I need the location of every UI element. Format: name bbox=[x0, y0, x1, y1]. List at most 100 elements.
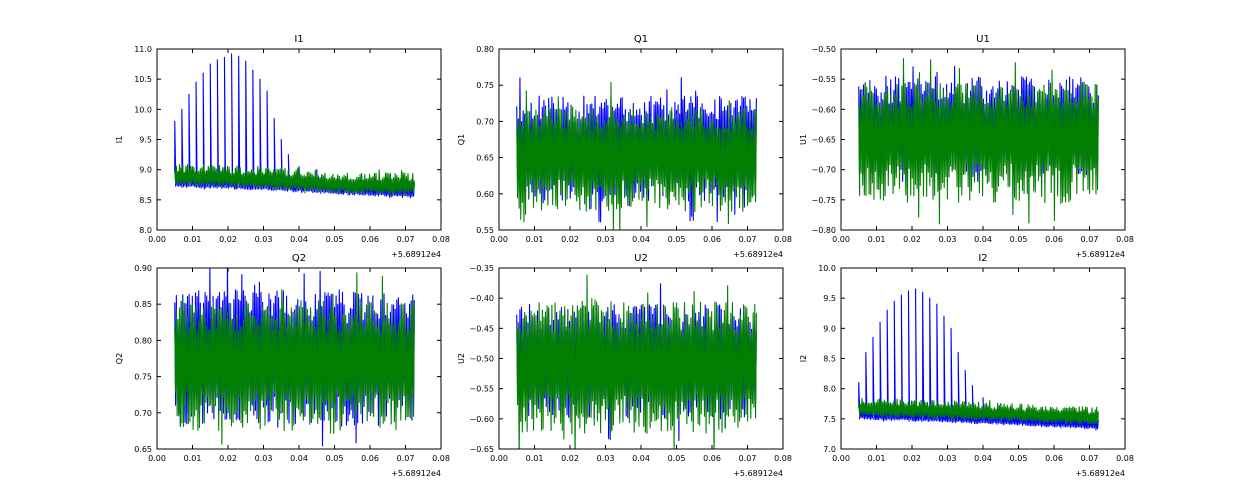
x-tick-label: 0.05 bbox=[668, 454, 686, 463]
x-tick-label: 0.00 bbox=[148, 454, 166, 463]
x-tick-label: 0.05 bbox=[1010, 454, 1028, 463]
x-tick-label: 0.03 bbox=[939, 454, 957, 463]
y-tick-label: 9.5 bbox=[139, 136, 152, 145]
series-line-green bbox=[516, 81, 757, 230]
x-tick-label: 0.07 bbox=[397, 235, 415, 244]
subplot-grid: I1 I1 0.00 0.01 0.02 0.03 0.04 0.05 0.06 0.07 0.08… bbox=[115, 34, 1134, 478]
y-tick-label: −0.80 bbox=[811, 226, 836, 235]
y-tick-label: 7.0 bbox=[823, 445, 836, 454]
y-tick-label: −0.50 bbox=[811, 45, 836, 54]
x-tick-label: 0.08 bbox=[432, 235, 450, 244]
y-tick-label: 8.5 bbox=[139, 196, 152, 205]
panel-title: Q2 bbox=[292, 253, 306, 264]
x-tick-label: 0.04 bbox=[632, 235, 650, 244]
x-offset-label: +5.68912e4 bbox=[1075, 250, 1125, 259]
subplot-U2: U2 U2 0.00 0.01 0.02 0.03 0.04 0.05 0.06 0.07 0.08… bbox=[457, 253, 792, 478]
x-tick-label: 0.02 bbox=[219, 235, 237, 244]
x-tick-label: 0.00 bbox=[832, 235, 850, 244]
y-axis-label: Q1 bbox=[457, 134, 466, 145]
y-tick-label: 0.75 bbox=[476, 81, 494, 90]
y-axis-label: I2 bbox=[799, 355, 808, 362]
y-tick-label: −0.55 bbox=[469, 385, 494, 394]
y-tick-label: 8.0 bbox=[139, 226, 152, 235]
y-tick-label: 0.65 bbox=[134, 445, 152, 454]
subplot-Q2: Q2 Q2 0.00 0.01 0.02 0.03 0.04 0.05 0.06 0.07 0.08… bbox=[115, 253, 450, 478]
x-tick-label: 0.03 bbox=[597, 454, 615, 463]
series-line-blue bbox=[516, 77, 757, 223]
series-group bbox=[174, 268, 415, 447]
series-group bbox=[858, 58, 1099, 225]
y-tick-label: 8.5 bbox=[823, 355, 836, 364]
y-tick-label: 10.0 bbox=[134, 105, 152, 114]
x-tick-label: 0.01 bbox=[526, 454, 544, 463]
series-line-green bbox=[858, 397, 1099, 425]
y-tick-label: 0.60 bbox=[476, 190, 494, 199]
x-tick-label: 0.00 bbox=[832, 454, 850, 463]
y-tick-label: 0.70 bbox=[134, 409, 152, 418]
y-tick-label: −0.75 bbox=[811, 196, 836, 205]
series-line-green bbox=[174, 272, 415, 445]
y-tick-label: 10.5 bbox=[134, 75, 152, 84]
x-tick-label: 0.07 bbox=[397, 454, 415, 463]
series-line-green bbox=[516, 274, 757, 449]
x-tick-label: 0.01 bbox=[184, 235, 202, 244]
x-tick-label: 0.07 bbox=[739, 454, 757, 463]
x-tick-label: 0.00 bbox=[148, 235, 166, 244]
x-tick-label: 0.01 bbox=[868, 235, 886, 244]
x-tick-label: 0.07 bbox=[739, 235, 757, 244]
y-tick-label: −0.40 bbox=[469, 294, 494, 303]
y-tick-label: −0.45 bbox=[469, 324, 494, 333]
x-tick-label: 0.08 bbox=[774, 454, 792, 463]
x-tick-label: 0.03 bbox=[255, 454, 273, 463]
y-axis-label: U2 bbox=[457, 353, 466, 364]
x-tick-label: 0.04 bbox=[974, 235, 992, 244]
x-tick-label: 0.08 bbox=[1116, 454, 1134, 463]
y-tick-label: 0.65 bbox=[476, 154, 494, 163]
y-tick-label: 0.85 bbox=[134, 300, 152, 309]
y-tick-label: −0.35 bbox=[469, 264, 494, 273]
x-tick-label: 0.05 bbox=[668, 235, 686, 244]
x-tick-label: 0.06 bbox=[1045, 454, 1063, 463]
x-offset-label: +5.68912e4 bbox=[733, 469, 783, 478]
x-tick-label: 0.02 bbox=[903, 454, 921, 463]
x-tick-label: 0.04 bbox=[974, 454, 992, 463]
subplot-U1: U1 U1 0.00 0.01 0.02 0.03 0.04 0.05 0.06 0.07 0.08… bbox=[799, 34, 1134, 259]
y-tick-label: −0.70 bbox=[811, 166, 836, 175]
y-tick-label: 9.0 bbox=[139, 166, 152, 175]
x-tick-label: 0.04 bbox=[632, 454, 650, 463]
x-tick-label: 0.06 bbox=[1045, 235, 1063, 244]
x-tick-label: 0.01 bbox=[868, 454, 886, 463]
y-axis-label: I1 bbox=[115, 136, 124, 143]
x-tick-label: 0.08 bbox=[774, 235, 792, 244]
x-offset-label: +5.68912e4 bbox=[391, 469, 441, 478]
y-tick-label: 0.80 bbox=[134, 336, 152, 345]
y-tick-label: 0.75 bbox=[134, 373, 152, 382]
series-group bbox=[516, 274, 757, 449]
x-tick-label: 0.05 bbox=[326, 454, 344, 463]
y-tick-label: −0.50 bbox=[469, 355, 494, 364]
panel-title: U1 bbox=[976, 34, 990, 45]
x-tick-label: 0.00 bbox=[490, 454, 508, 463]
panel-title: Q1 bbox=[634, 34, 648, 45]
x-tick-label: 0.06 bbox=[361, 235, 379, 244]
x-offset-label: +5.68912e4 bbox=[391, 250, 441, 259]
y-tick-label: 10.0 bbox=[818, 264, 836, 273]
x-tick-label: 0.06 bbox=[703, 235, 721, 244]
x-tick-label: 0.06 bbox=[361, 454, 379, 463]
y-tick-label: 11.0 bbox=[134, 45, 152, 54]
x-tick-label: 0.00 bbox=[490, 235, 508, 244]
x-tick-label: 0.02 bbox=[219, 454, 237, 463]
y-axis-label: Q2 bbox=[115, 353, 124, 364]
subplot-I1: I1 I1 0.00 0.01 0.02 0.03 0.04 0.05 0.06 0.07 0.08… bbox=[115, 34, 450, 259]
x-tick-label: 0.07 bbox=[1081, 235, 1099, 244]
y-tick-label: −0.55 bbox=[811, 75, 836, 84]
y-tick-label: 0.80 bbox=[476, 45, 494, 54]
y-axis-label: U1 bbox=[799, 134, 808, 145]
y-tick-label: 7.5 bbox=[823, 415, 836, 424]
y-tick-label: −0.60 bbox=[469, 415, 494, 424]
x-tick-label: 0.03 bbox=[939, 235, 957, 244]
panel-title: U2 bbox=[634, 253, 648, 264]
subplot-I2: I2 I2 0.00 0.01 0.02 0.03 0.04 0.05 0.06 0.07 0.08… bbox=[799, 253, 1134, 478]
series-group bbox=[516, 77, 757, 230]
series-line-green bbox=[174, 163, 415, 197]
